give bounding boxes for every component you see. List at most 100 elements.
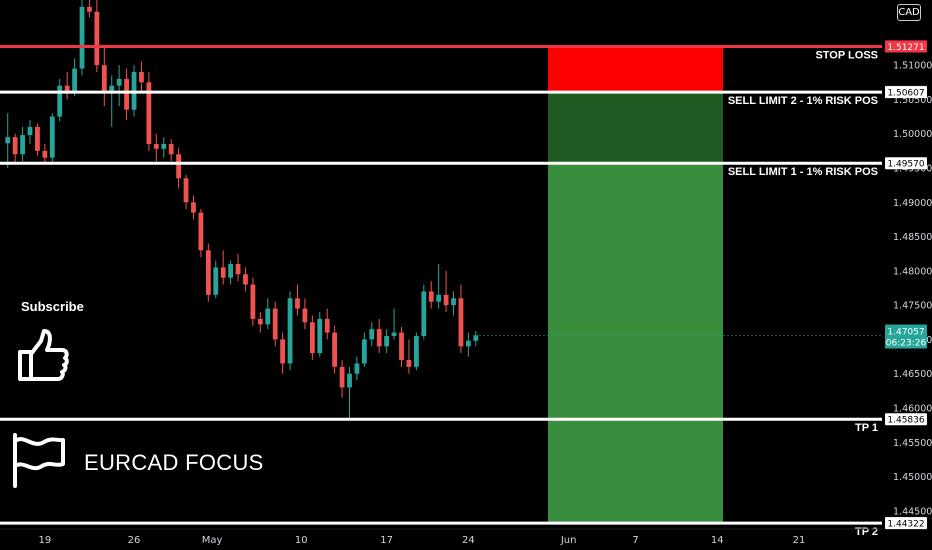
- candle-body: [72, 68, 77, 93]
- candle-body: [295, 298, 300, 309]
- candle-body: [139, 72, 144, 83]
- candle-body: [87, 6, 92, 12]
- x-tick-label: 7: [632, 535, 638, 546]
- level-price-tag-bg: [885, 157, 927, 170]
- candle-body: [473, 335, 479, 341]
- candle-body: [428, 291, 434, 302]
- y-tick-label: 1.50000: [893, 129, 932, 140]
- y-tick-label: 1.44500: [893, 506, 932, 517]
- candle-body: [399, 332, 404, 360]
- candle-body: [339, 366, 345, 388]
- level-label: SELL LIMIT 1 - 1% RISK POS: [728, 166, 878, 178]
- candle-body: [443, 294, 449, 306]
- candle-body: [49, 116, 55, 158]
- y-tick-label: 1.46000: [893, 404, 932, 415]
- flag-icon: [13, 433, 65, 488]
- candle-body: [191, 202, 196, 213]
- level-label: SELL LIMIT 2 - 1% RISK POS: [728, 95, 878, 107]
- level-price-tag-text: 1.51271: [887, 43, 924, 53]
- candle-body: [57, 85, 63, 117]
- candle-body: [153, 144, 159, 149]
- candle-body: [287, 298, 293, 364]
- candle-body: [79, 6, 85, 69]
- candle-body: [436, 294, 442, 302]
- candle-body: [250, 284, 256, 319]
- candle-body: [116, 78, 122, 86]
- candle-body: [94, 11, 100, 66]
- x-tick-label: 10: [295, 535, 308, 546]
- candle-body: [12, 137, 18, 155]
- x-tick-label: 19: [38, 535, 51, 546]
- candle-body: [347, 373, 352, 388]
- candle-body: [5, 137, 11, 144]
- level-label: TP 2: [855, 526, 878, 538]
- candle-body: [391, 332, 397, 336]
- y-tick-label: 1.45500: [893, 438, 932, 449]
- y-tick-label: 1.48000: [893, 266, 932, 277]
- candle-body: [369, 329, 375, 340]
- candle-body: [332, 332, 338, 367]
- candle-body: [64, 85, 70, 93]
- position-zones: [548, 46, 723, 523]
- subscribe-label: Subscribe: [21, 299, 84, 314]
- candle-body: [220, 267, 226, 278]
- candle-body: [302, 308, 308, 323]
- level-price-tag-bg: [885, 40, 927, 53]
- candle-body: [235, 264, 241, 275]
- candle-body: [317, 318, 323, 354]
- current-price-text: 1.47057: [887, 328, 924, 338]
- candle-body: [101, 65, 107, 93]
- currency-badge[interactable]: CAD: [897, 4, 921, 21]
- candle-body: [161, 144, 167, 149]
- zone-1: [548, 92, 723, 164]
- candle-body: [324, 318, 330, 333]
- candle-body: [213, 267, 219, 295]
- x-tick-label: 21: [793, 535, 806, 546]
- time-axis[interactable]: 19 26 May 10 17 24 Jun 7 14 21: [0, 528, 882, 546]
- candle-body: [361, 339, 367, 364]
- candles-group: [5, 0, 479, 419]
- y-tick-label: 1.50500: [893, 95, 932, 106]
- candle-body: [265, 308, 271, 325]
- candle-body: [384, 336, 390, 347]
- candle-body: [413, 336, 419, 367]
- candle-body: [354, 363, 360, 374]
- zone-0: [548, 46, 723, 93]
- candle-body: [421, 291, 427, 336]
- candle-body: [35, 126, 40, 151]
- y-tick-label: 1.51000: [893, 61, 932, 72]
- candle-body: [451, 298, 456, 306]
- candle-body: [376, 329, 382, 347]
- level-price-tag-text: 1.49570: [887, 160, 924, 170]
- countdown-text: 06:23:26: [886, 339, 927, 349]
- level-price-tag-bg: [885, 86, 927, 99]
- level-price-tag-bg: [885, 413, 927, 426]
- level-price-tag-text: 1.50607: [887, 89, 924, 99]
- candle-body: [458, 298, 464, 347]
- candle-body: [272, 308, 278, 340]
- candle-body: [20, 135, 25, 155]
- zone-2: [548, 163, 723, 523]
- x-tick-label: 26: [128, 535, 141, 546]
- y-tick-label: 1.45000: [893, 472, 932, 483]
- candle-body: [257, 318, 263, 325]
- candle-body: [198, 212, 204, 251]
- level-price-tag-text: 1.45836: [887, 416, 924, 426]
- candle-body: [168, 144, 174, 155]
- y-tick-label: 1.48500: [893, 232, 932, 243]
- x-tick-label: 14: [711, 535, 724, 546]
- candle-body: [109, 85, 115, 93]
- x-tick-label: May: [202, 535, 223, 546]
- candle-body: [183, 178, 189, 203]
- candle-body: [280, 339, 286, 364]
- x-tick-label: 24: [462, 535, 475, 546]
- candle-body: [42, 150, 48, 158]
- pair-title: EURCAD FOCUS: [84, 450, 264, 475]
- candle-body: [406, 360, 412, 367]
- level-label: STOP LOSS: [815, 50, 878, 62]
- horizontal-levels[interactable]: STOP LOSS SELL LIMIT 2 - 1% RISK POS SELL …: [0, 45, 882, 539]
- level-price-tag-bg: [885, 517, 927, 530]
- candle-body: [27, 126, 33, 136]
- price-tags: 1.512741.506121.443251.512711.506071.495…: [479, 40, 927, 530]
